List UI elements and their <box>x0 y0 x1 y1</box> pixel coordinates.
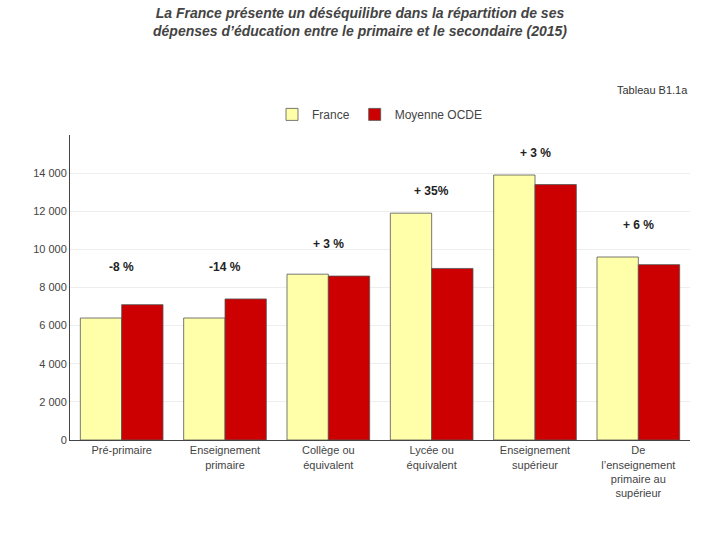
svg-text:Collège ouéquivalent: Collège ouéquivalent <box>302 444 355 470</box>
svg-text:10 000: 10 000 <box>33 243 67 255</box>
svg-text:La France présente un déséquil: La France présente un déséquilibre dans … <box>153 5 567 39</box>
svg-text:Lycée ouéquivalent: Lycée ouéquivalent <box>407 444 457 470</box>
svg-text:Enseignementsupérieur: Enseignementsupérieur <box>500 444 570 470</box>
svg-text:12 000: 12 000 <box>33 205 67 217</box>
svg-text:+ 6 %: + 6 % <box>623 218 654 232</box>
svg-text:Pré-primaire: Pré-primaire <box>91 444 152 456</box>
svg-text:0: 0 <box>61 434 67 446</box>
svg-text:-14 %: -14 % <box>209 260 241 274</box>
svg-text:+ 3 %: + 3 % <box>313 237 344 251</box>
svg-text:-8 %: -8 % <box>109 260 134 274</box>
svg-text:2 000: 2 000 <box>39 396 67 408</box>
svg-text:France: France <box>312 108 350 122</box>
svg-text:+ 3 %: + 3 % <box>520 146 551 160</box>
svg-text:Enseignementprimaire: Enseignementprimaire <box>190 444 260 470</box>
svg-text:Tableau B1.1a: Tableau B1.1a <box>617 84 688 96</box>
svg-text:4 000: 4 000 <box>39 358 67 370</box>
svg-text:6 000: 6 000 <box>39 319 67 331</box>
svg-text:+ 35%: + 35% <box>414 184 449 198</box>
svg-text:Moyenne OCDE: Moyenne OCDE <box>395 108 482 122</box>
svg-text:8 000: 8 000 <box>39 281 67 293</box>
svg-text:14 000: 14 000 <box>33 167 67 179</box>
svg-text:Del’enseignementprimaire ausup: Del’enseignementprimaire ausupérieur <box>601 444 675 499</box>
